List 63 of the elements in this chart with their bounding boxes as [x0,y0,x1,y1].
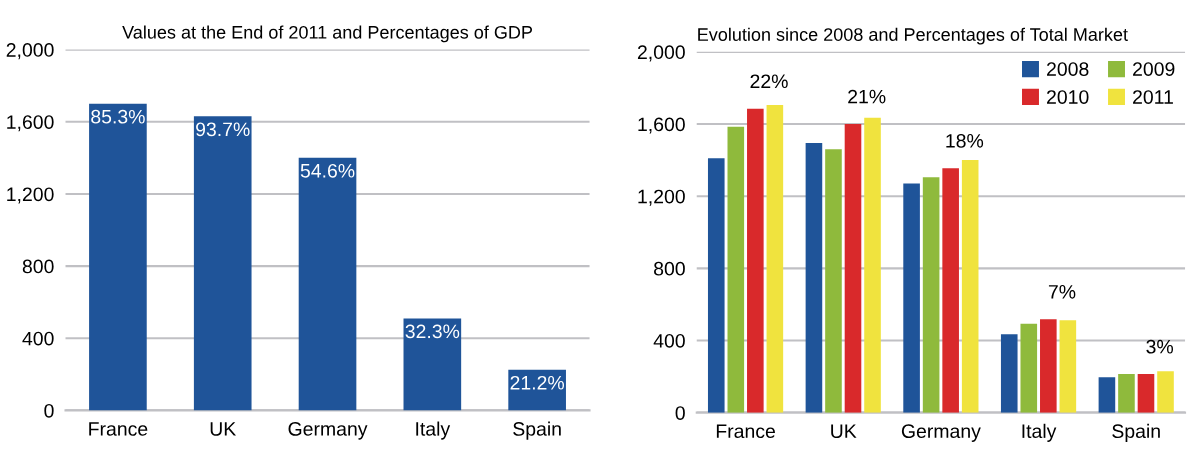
bar [1059,320,1077,413]
bar [1000,334,1018,413]
annotation: 93.7% [196,122,250,137]
bar [1157,371,1174,413]
annotation: 18% [946,133,984,148]
bar [1040,319,1057,413]
x-tick-label: Germany [288,422,368,440]
bar [961,160,979,413]
chart-title: Values at the End of 2011 and Percentages of GDP [122,25,533,43]
x-tick-label: Italy [416,421,451,440]
legend-label: 2008 [1047,62,1089,76]
y-tick-label: 400 [22,331,54,346]
annotation: 21% [848,89,886,104]
y-tick-label: 400 [653,333,685,348]
bar [727,126,745,413]
bar [922,177,940,413]
y-tick-label: 800 [22,259,54,274]
bar [403,318,462,411]
bar [707,158,725,413]
bar [1020,323,1038,413]
legend-label: 2009 [1133,62,1175,76]
x-tick-label: UK [210,422,236,436]
bar [1098,377,1116,413]
bar [747,108,764,413]
y-tick-label: 1,200 [638,189,685,206]
y-tick-label: 1,600 [7,115,54,132]
bar [942,168,959,413]
y-tick-label: 1,200 [7,187,54,204]
y-tick-label: 0 [675,406,685,420]
bar [805,142,823,413]
bar [1118,374,1135,413]
y-tick-label: 2,000 [6,43,54,60]
legend-label: 2011 [1133,90,1173,104]
bar [1137,374,1155,413]
annotation: 32.3% [405,324,460,339]
bar [825,149,842,413]
x-tick-label: France [716,424,775,439]
y-tick-label: 800 [654,261,685,276]
bar [508,369,566,411]
annotation: 54.6% [300,163,355,178]
bar [864,117,881,413]
annotation: 22% [750,74,788,89]
bar [193,116,252,411]
annotation: 7% [1048,285,1076,299]
bar [89,103,147,411]
y-tick-label: 2,000 [637,45,685,62]
annotation: 21.2% [510,375,565,390]
bar [766,105,784,413]
y-tick-label: 0 [44,403,54,418]
x-tick-label: UK [831,424,857,439]
x-tick-label: Spain [1112,423,1160,442]
annotation: 3% [1146,339,1174,354]
x-tick-label: France [89,422,148,436]
y-tick-label: 1,600 [638,117,685,134]
legend-label: 2010 [1047,90,1089,104]
chart-title: Evolution since 2008 and Percentages of Total Market [698,27,1128,45]
bar [844,124,862,413]
bar [903,183,920,413]
x-tick-label: Spain [513,421,561,440]
x-tick-label: Italy [1022,423,1057,442]
annotation: 85.3% [91,109,145,124]
x-tick-label: Germany [901,424,981,442]
bar [298,157,357,411]
